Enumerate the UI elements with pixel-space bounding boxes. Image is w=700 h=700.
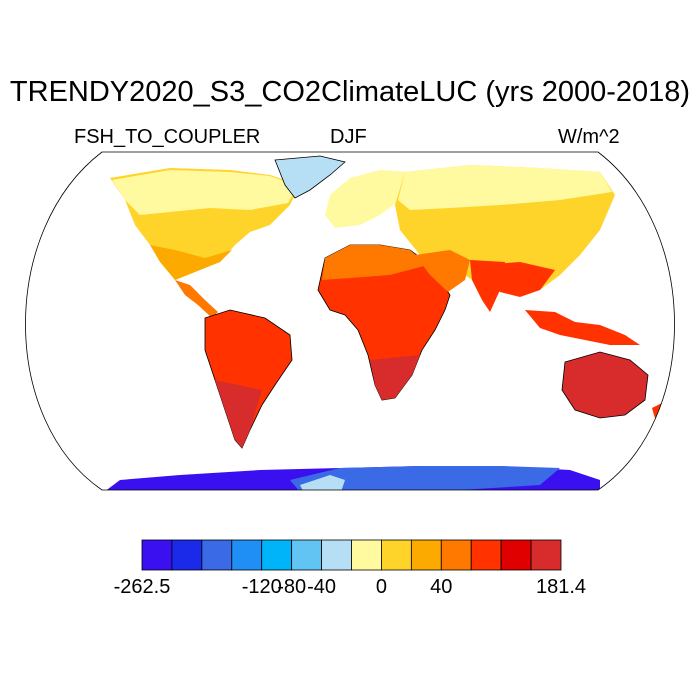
greenland-landmass [274,155,346,199]
season-label: DJF [330,126,367,148]
colorbar-swatch [351,539,382,571]
colorbar-swatch [231,539,263,571]
colorbar-tick-label: 0 [375,576,387,598]
indonesia-landmass [525,310,640,345]
india-landmass [470,260,505,312]
colorbar-tick-label: -262.5 [113,576,171,598]
south-america-south-band [215,380,262,448]
arabia-landmass [415,250,470,292]
map-border [25,151,675,491]
antarctica-light-patch [300,475,345,490]
australia-landmass [561,351,649,419]
north-america-south-band [150,245,232,280]
africa-south-band [370,355,420,400]
colorbar-tick-label: 40 [430,576,453,598]
central-america-landmass [175,280,218,318]
north-america-north-band [112,170,298,215]
colorbar-tick-label: -120 [241,576,282,598]
colorbar-swatch [201,539,233,571]
variable-label: FSH_TO_COUPLER [74,126,261,148]
europe-landmass [325,170,410,228]
colorbar-swatch [291,539,322,571]
colorbar-swatch [171,539,203,571]
colorbar-swatch [141,539,173,571]
colorbar-swatch [500,539,532,571]
africa-north-band [322,245,428,280]
antarctica-mid-band [290,466,560,490]
units-label: W/m^2 [558,126,620,148]
colorbar-swatch [470,539,502,571]
colorbar-tick-label: 181.4 [535,576,587,598]
colorbar-swatch [261,539,293,571]
colorbar-tick-label: -80 [277,576,307,598]
map-title: TRENDY2020_S3_CO2ClimateLUC (yrs 2000-20… [9,76,691,108]
colorbar-swatch [410,539,442,571]
colorbar-swatch [381,539,412,571]
colorbar-swatch [321,539,352,571]
colorbar-tick-label: -40 [307,576,337,598]
asia-north-band [398,165,612,210]
colorbar-swatch [440,539,472,571]
colorbar-swatch [530,539,562,571]
